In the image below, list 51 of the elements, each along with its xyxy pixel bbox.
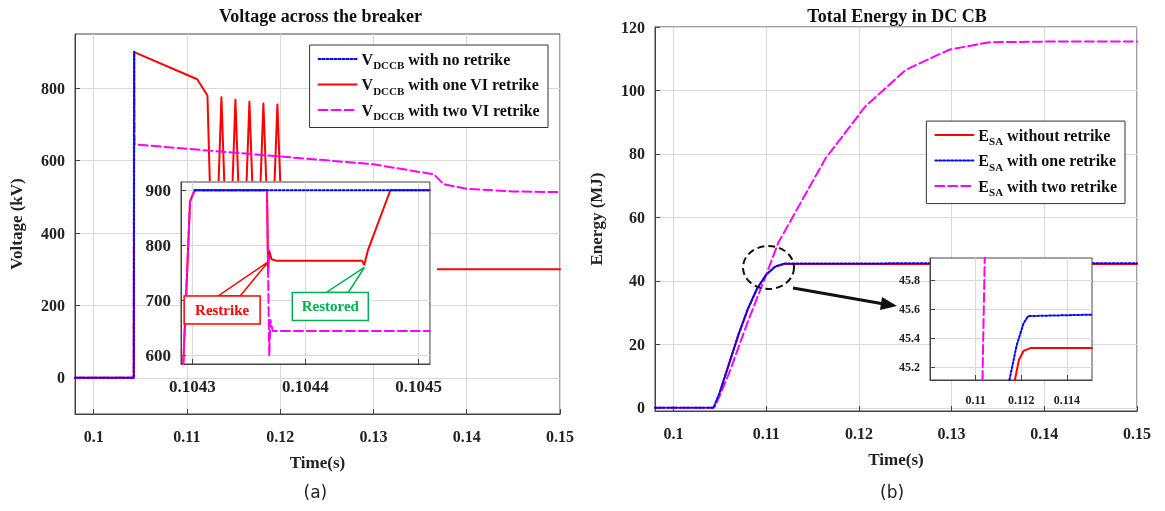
text: (a) — [303, 481, 328, 502]
y-tick-label: 400 — [41, 224, 65, 242]
y-tick-label: 80 — [629, 145, 645, 163]
y-tick-label: 100 — [621, 81, 645, 99]
y-tick-label: 0 — [637, 399, 645, 417]
x-tick-label: 0.11 — [965, 393, 986, 407]
y-tick-label: 700 — [145, 291, 171, 311]
x-tick-label: 0.13 — [359, 427, 388, 445]
y-tick-label: 45.8 — [899, 272, 920, 287]
x-tick-label: 0.112 — [1008, 393, 1035, 407]
text: (b) — [880, 481, 905, 502]
x-tick-label: 0.15 — [1123, 424, 1151, 442]
callout-box: Restrike — [183, 261, 269, 325]
y-tick-label: 60 — [629, 208, 645, 226]
x-tick-label: 0.1 — [83, 427, 104, 445]
chart-title: Voltage across the breaker — [218, 6, 423, 26]
annotation: Restrike — [195, 301, 250, 318]
y-axis-title: Energy (MJ) — [587, 172, 606, 266]
chart-title: Total Energy in DC CB — [807, 6, 987, 26]
x-axis-title: Time(s) — [289, 453, 346, 472]
x-tick-label: 0.11 — [752, 424, 780, 442]
y-tick-label: 800 — [145, 235, 171, 255]
x-tick-label: 0.15 — [546, 427, 574, 445]
y-tick-label: 45.6 — [899, 301, 920, 316]
y-tick-label: 600 — [145, 346, 171, 366]
y-tick-label: 900 — [145, 180, 171, 200]
y-tick-label: 120 — [621, 18, 645, 36]
y-tick-label: 20 — [629, 335, 645, 353]
x-tick-label: 0.1045 — [395, 377, 442, 396]
x-tick-label: 0.12 — [844, 424, 873, 442]
line-series — [1013, 347, 1093, 381]
x-tick-label: 0.14 — [452, 427, 481, 445]
y-axis-title: Voltage (kV) — [7, 178, 26, 270]
x-tick-label: 0.14 — [1030, 424, 1059, 442]
line-series — [1008, 313, 1093, 381]
x-tick-label: 0.13 — [937, 424, 966, 442]
x-tick-label: 0.114 — [1053, 393, 1081, 407]
annotation: Restored — [301, 298, 360, 315]
x-tick-label: 0.1 — [663, 424, 684, 442]
x-tick-label: 0.1044 — [282, 377, 330, 396]
y-tick-label: 45.4 — [899, 330, 920, 345]
y-tick-label: 40 — [629, 272, 645, 290]
y-tick-label: 800 — [41, 79, 65, 97]
y-tick-label: 200 — [41, 296, 65, 314]
y-tick-label: 45.2 — [899, 359, 920, 374]
x-tick-label: 0.1043 — [168, 377, 216, 396]
x-tick-label: 0.11 — [173, 427, 201, 445]
x-tick-label: 0.12 — [266, 427, 295, 445]
y-tick-label: 600 — [41, 152, 65, 170]
y-tick-label: 0 — [57, 369, 65, 387]
x-axis-title: Time(s) — [868, 450, 924, 469]
